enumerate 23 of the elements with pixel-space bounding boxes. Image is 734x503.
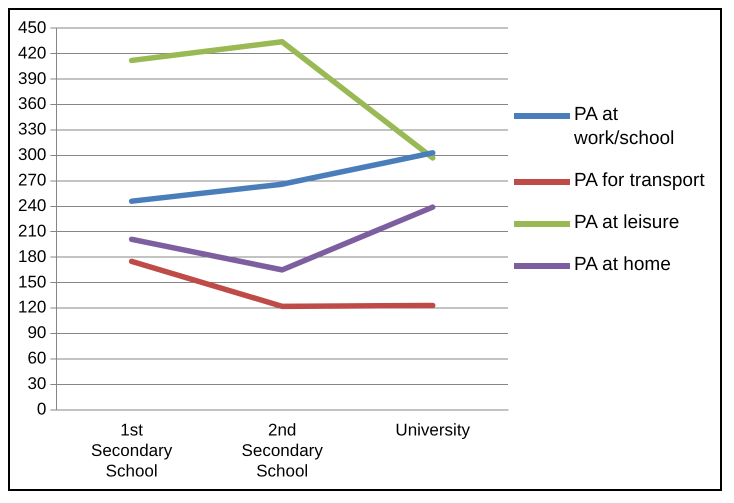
y-tick-label: 0 xyxy=(36,399,46,418)
y-tick-label: 180 xyxy=(18,246,46,266)
y-tick-label: 90 xyxy=(27,323,46,342)
x-tick-label: 2nd Secondary School xyxy=(242,420,324,480)
legend-label: PA for transport xyxy=(574,168,705,192)
y-tick-label: 240 xyxy=(18,196,46,215)
y-tick-label: 120 xyxy=(18,298,46,317)
y-tick-label: 420 xyxy=(18,43,46,62)
y-tick-label: 270 xyxy=(18,170,46,190)
y-tick-label: 360 xyxy=(18,94,46,114)
y-tick-label: 450 xyxy=(18,18,46,37)
y-tick-label: 60 xyxy=(27,348,46,368)
legend-label: PA at leisure xyxy=(574,210,680,234)
y-tick-label: 30 xyxy=(27,374,46,394)
x-tick-label: University xyxy=(395,420,471,440)
y-tick-label: 210 xyxy=(18,221,46,240)
y-tick-label: 390 xyxy=(18,68,46,88)
legend-label: PA at home xyxy=(574,252,671,276)
y-tick-label: 300 xyxy=(18,145,46,164)
x-tick-label: 1st Secondary School xyxy=(90,420,173,480)
legend-label: PA at work/school xyxy=(574,102,676,150)
y-tick-label: 150 xyxy=(18,272,46,292)
y-tick-label: 330 xyxy=(18,120,46,139)
